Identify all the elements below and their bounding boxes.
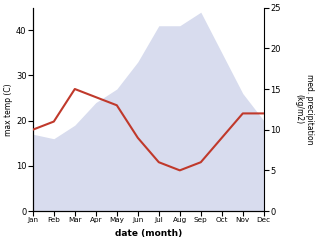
Y-axis label: med. precipitation
(kg/m2): med. precipitation (kg/m2) — [294, 74, 314, 145]
Y-axis label: max temp (C): max temp (C) — [4, 83, 13, 136]
X-axis label: date (month): date (month) — [115, 229, 182, 238]
